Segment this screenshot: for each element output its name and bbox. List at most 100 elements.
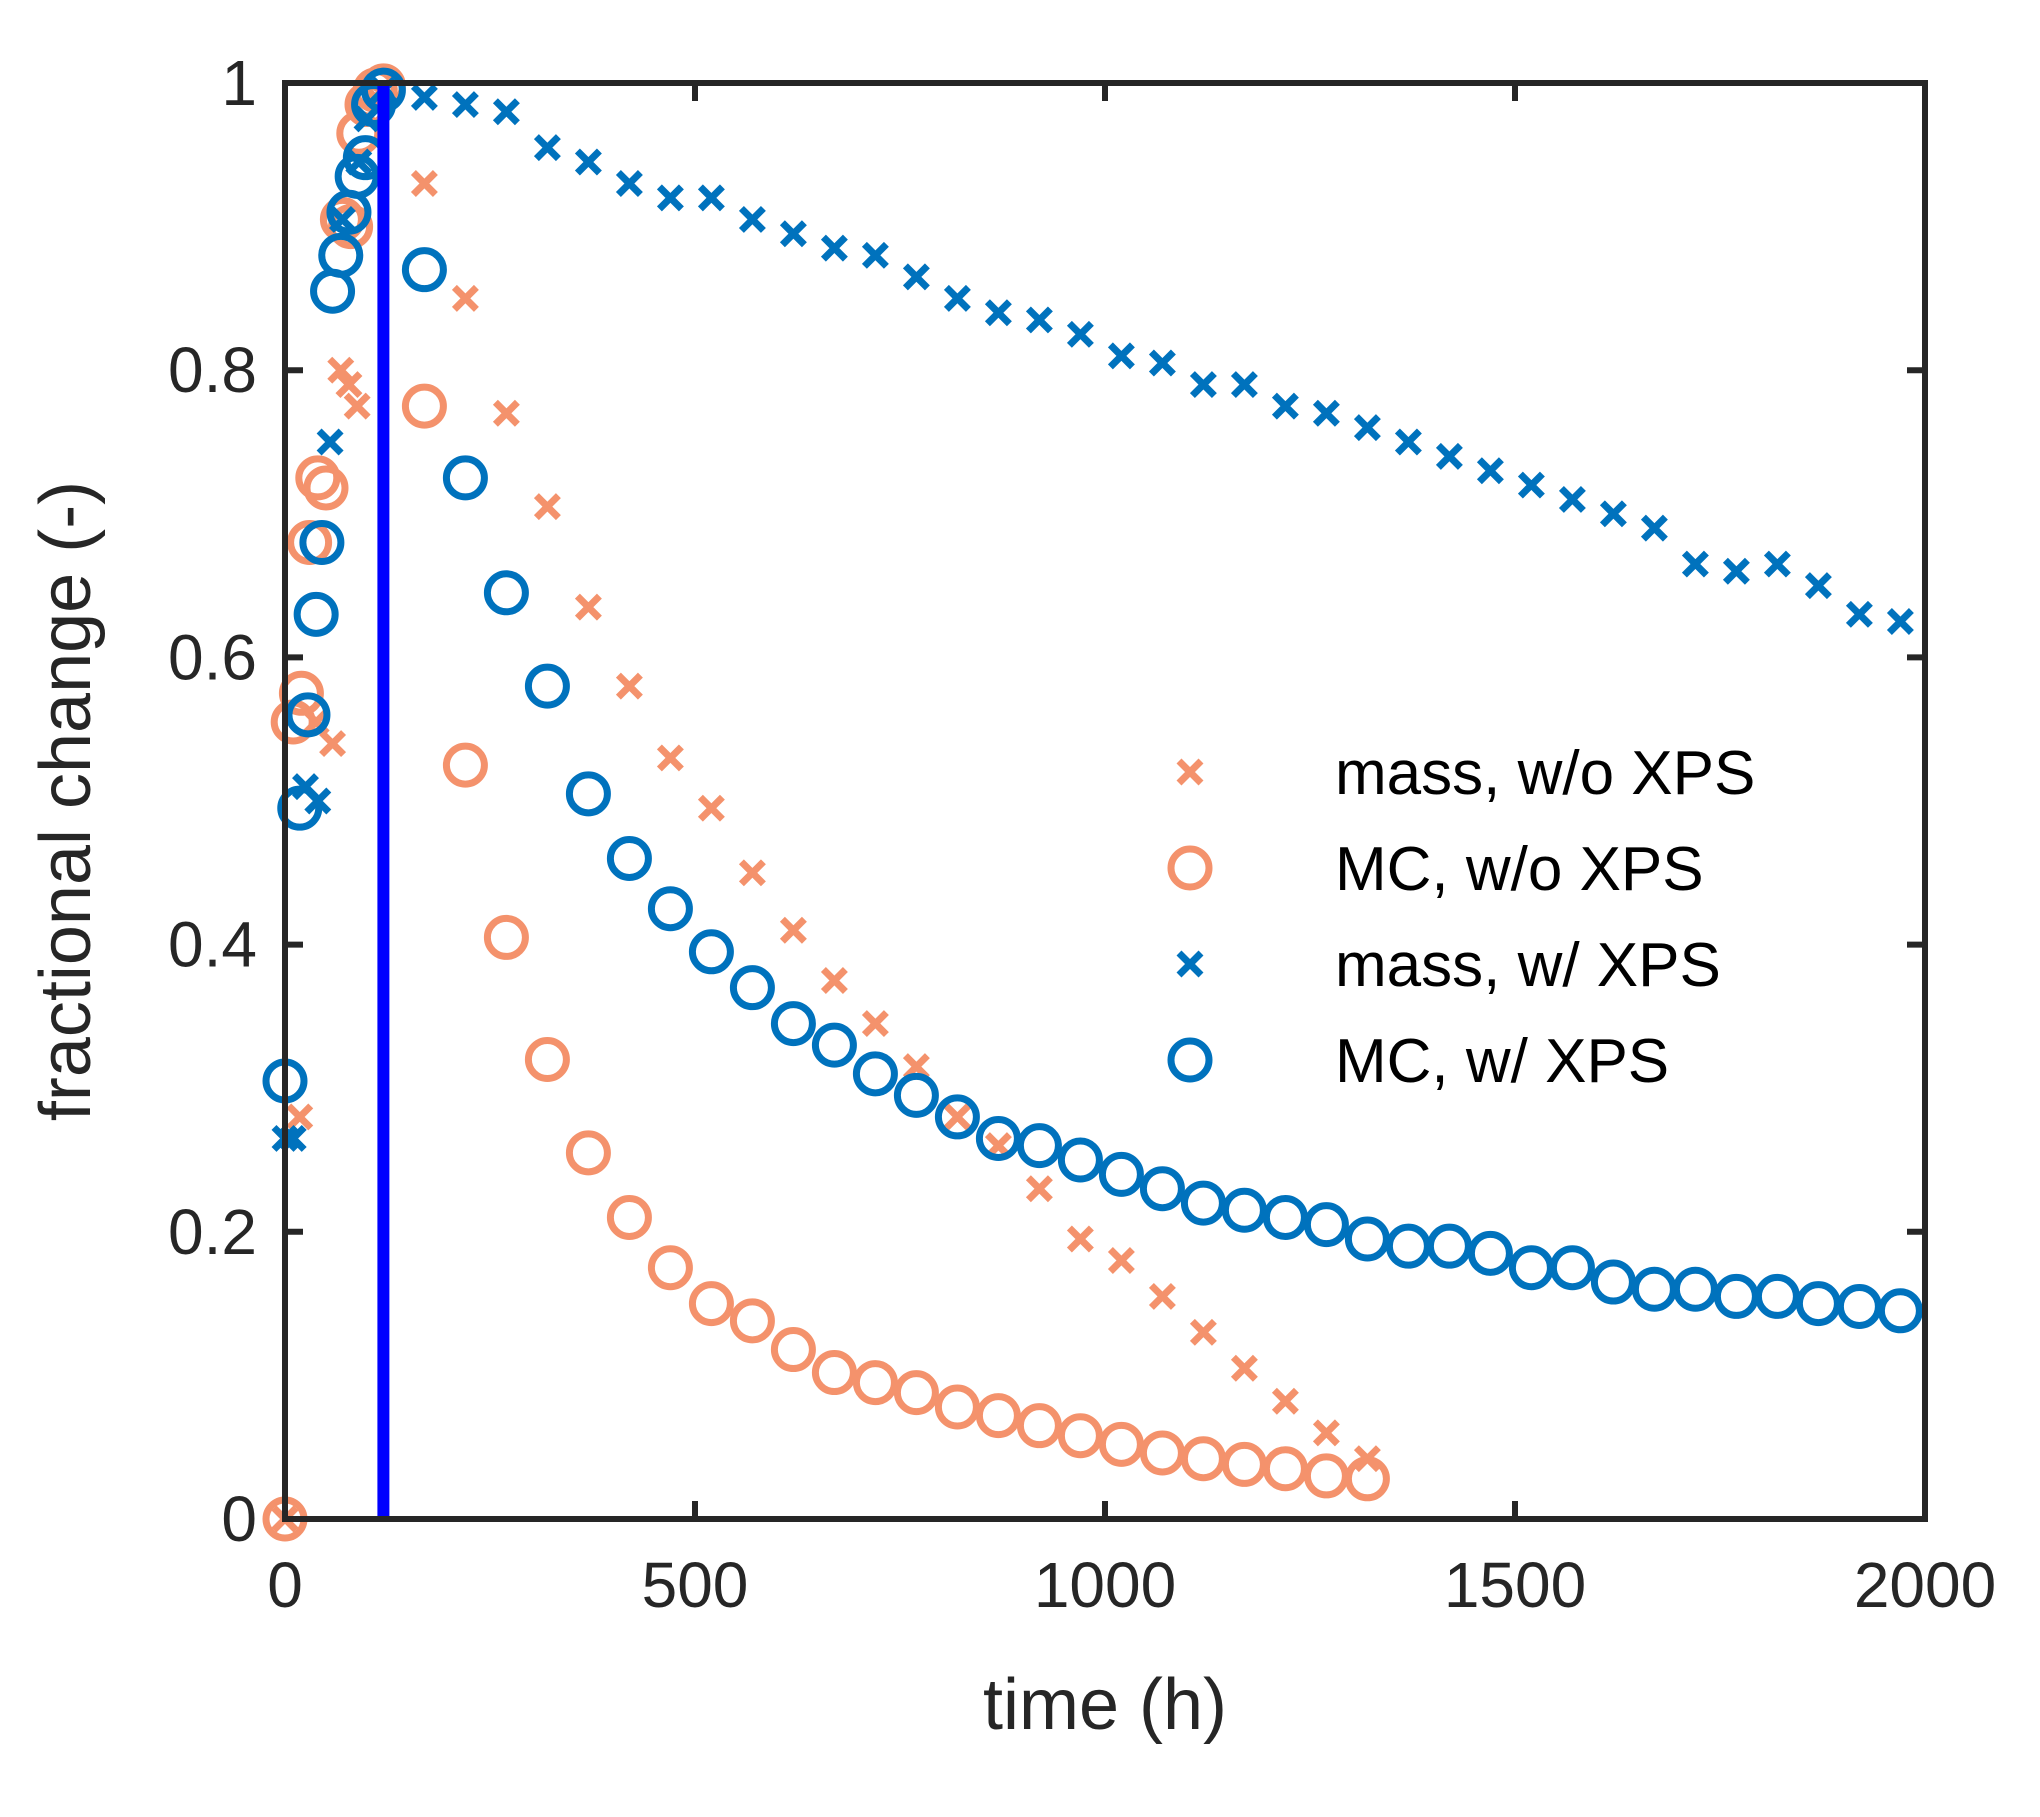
data-point-mass-w-o-xps — [327, 356, 355, 384]
legend-marker — [1176, 758, 1204, 786]
data-point-mass-w-o-xps — [1230, 1354, 1258, 1382]
data-point-mc-w-xps — [299, 520, 345, 566]
data-point-mass-w-o-xps — [410, 170, 438, 197]
y-tick-label: 0.8 — [168, 334, 257, 406]
data-point-mass-w-xps — [1681, 550, 1709, 578]
data-point-mc-w-xps — [606, 835, 652, 881]
data-point-mass-w-xps — [574, 148, 602, 176]
data-point-mass-w-o-xps — [861, 1010, 889, 1038]
data-point-mass-w-xps — [656, 184, 684, 212]
data-point-mc-w-xps — [729, 965, 775, 1011]
y-tick-label: 0.2 — [168, 1196, 257, 1268]
data-point-mass-w-xps — [902, 263, 930, 291]
data-point-mass-w-xps — [533, 134, 561, 162]
data-point-mc-w-xps — [524, 663, 570, 709]
data-point-mc-w-xps — [852, 1051, 898, 1097]
data-point-mass-w-xps — [1148, 349, 1176, 377]
data-point-mc-w-o-xps — [770, 1327, 816, 1373]
y-tick-label: 0.6 — [168, 621, 257, 693]
data-point-mc-w-o-xps — [1180, 1436, 1226, 1482]
data-point-mc-w-xps — [688, 929, 734, 975]
data-marks — [262, 63, 1923, 1542]
data-point-mass-w-xps — [1271, 392, 1299, 420]
legend: mass, w/o XPS MC, w/o XPS mass, w/ XPS MC, … — [1167, 739, 1755, 1096]
data-point-mass-w-xps — [1845, 600, 1873, 628]
data-point-mc-w-xps — [1057, 1137, 1103, 1183]
data-point-mc-w-xps — [1877, 1288, 1923, 1334]
data-point-mass-w-xps — [1640, 514, 1668, 542]
data-point-mc-w-xps — [647, 886, 693, 932]
series-mc-w-xps — [262, 67, 1923, 1334]
data-point-mass-w-o-xps — [492, 399, 520, 427]
data-point-mass-w-xps — [1435, 442, 1463, 470]
data-point-mc-w-o-xps — [688, 1281, 734, 1327]
data-point-mc-w-xps — [1672, 1266, 1718, 1312]
data-point-mc-w-o-xps — [1016, 1403, 1062, 1449]
data-point-mass-w-xps — [1558, 485, 1586, 513]
data-point-mc-w-o-xps — [287, 520, 333, 566]
data-point-mc-w-xps — [565, 771, 611, 817]
data-point-mass-w-xps — [1517, 471, 1545, 499]
data-point-mc-w-o-xps — [893, 1370, 939, 1416]
data-point-mass-w-xps — [861, 241, 889, 269]
data-point-mass-w-xps — [1312, 399, 1340, 427]
data-point-mc-w-xps — [1139, 1166, 1185, 1212]
data-point-mass-w-o-xps — [1189, 1318, 1217, 1346]
data-point-mc-w-o-xps — [1098, 1421, 1144, 1467]
data-point-mass-w-xps — [943, 284, 971, 312]
data-point-mc-w-o-xps — [483, 914, 529, 960]
data-point-mass-w-xps — [1886, 608, 1914, 635]
axes-box — [282, 80, 1928, 1522]
x-axis-label: time (h) — [983, 1665, 1227, 1745]
data-point-mc-w-o-xps — [303, 465, 349, 511]
data-point-mc-w-xps — [893, 1072, 939, 1118]
data-point-mc-w-o-xps — [852, 1360, 898, 1406]
data-point-mc-w-o-xps — [606, 1194, 652, 1240]
data-point-mc-w-xps — [1549, 1245, 1595, 1291]
data-point-mass-w-xps — [779, 220, 807, 248]
data-point-mc-w-xps — [811, 1022, 857, 1068]
data-point-mc-w-xps — [277, 785, 323, 831]
data-point-mc-w-xps — [1426, 1223, 1472, 1269]
data-point-mc-w-xps — [1098, 1151, 1144, 1197]
data-point-mass-w-xps — [1599, 500, 1627, 528]
data-point-mc-w-xps — [1303, 1202, 1349, 1248]
data-point-mass-w-o-xps — [574, 593, 602, 621]
data-point-mc-w-xps — [770, 1001, 816, 1047]
data-point-mc-w-o-xps — [565, 1130, 611, 1176]
data-point-mass-w-o-xps — [1066, 1225, 1094, 1253]
data-point-mass-w-xps — [1189, 371, 1217, 399]
legend-label: MC, w/o XPS — [1335, 835, 1704, 904]
data-point-mass-w-xps — [984, 299, 1012, 327]
data-point-mass-w-xps — [697, 184, 725, 212]
data-point-mc-w-o-xps — [442, 742, 488, 788]
data-point-mass-w-o-xps — [656, 744, 684, 772]
data-point-mc-w-o-xps — [934, 1384, 980, 1430]
x-tick-label: 500 — [642, 1549, 749, 1621]
data-point-mass-w-xps — [1353, 414, 1381, 442]
data-point-mc-w-xps — [1180, 1180, 1226, 1226]
data-point-mass-w-o-xps — [1271, 1387, 1299, 1415]
data-point-mc-w-o-xps — [524, 1036, 570, 1082]
data-point-mass-w-o-xps — [738, 859, 766, 887]
y-tick-label: 0 — [221, 1483, 257, 1555]
y-axis-label: fractional change (-) — [26, 481, 106, 1121]
data-point-mass-w-o-xps — [451, 284, 479, 312]
data-point-mc-w-xps — [442, 455, 488, 501]
data-point-mc-w-xps — [401, 247, 447, 293]
data-point-mc-w-o-xps — [1344, 1456, 1390, 1502]
data-point-mass-w-o-xps — [779, 916, 807, 944]
legend-item-mc-w-xps: MC, w/ XPS — [1167, 1027, 1669, 1096]
y-tick-label: 0.4 — [168, 909, 257, 981]
data-point-mc-w-xps — [1590, 1259, 1636, 1305]
data-point-mass-w-o-xps — [286, 1103, 314, 1131]
data-point-mass-w-o-xps — [902, 1053, 930, 1081]
data-point-mass-w-o-xps — [335, 371, 363, 399]
data-point-mass-w-o-xps — [943, 1103, 971, 1131]
data-point-mc-w-xps — [1344, 1216, 1390, 1262]
data-point-mass-w-xps — [1476, 457, 1504, 485]
data-point-mass-w-o-xps — [1107, 1247, 1135, 1274]
data-point-mass-w-xps — [1394, 428, 1422, 456]
data-point-mass-w-o-xps — [820, 967, 848, 994]
